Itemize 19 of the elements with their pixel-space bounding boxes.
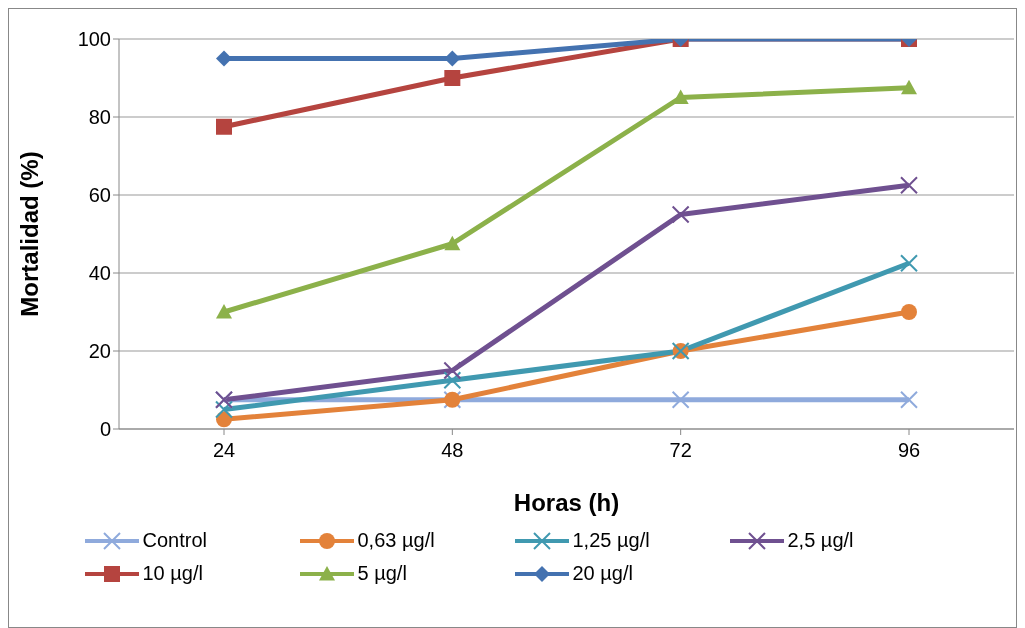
legend-label: 0,63 µg/l — [357, 529, 435, 552]
y-tick-label: 60 — [88, 184, 111, 207]
x-tick-label: 24 — [212, 439, 236, 462]
x-axis-title: Horas (h) — [513, 489, 620, 516]
x-tick-label: 72 — [669, 439, 692, 462]
legend-label: 1,25 µg/l — [572, 529, 650, 552]
legend-label: 10 µg/l — [142, 562, 203, 585]
y-tick-label: 20 — [88, 340, 111, 363]
y-axis-title: Mortalidad (%) — [15, 151, 43, 317]
y-tick-label: 40 — [88, 262, 111, 285]
y-tick-label: 80 — [88, 106, 111, 129]
y-tick-label: 100 — [77, 28, 111, 51]
legend-label: 5 µg/l — [357, 562, 407, 585]
y-tick-label: 0 — [99, 418, 111, 441]
x-tick-label: 96 — [897, 439, 921, 462]
legend-label: Control — [142, 529, 207, 552]
legend-label: 20 µg/l — [572, 562, 633, 585]
x-tick-label: 48 — [441, 439, 464, 462]
legend-label: 2,5 µg/l — [787, 529, 854, 552]
